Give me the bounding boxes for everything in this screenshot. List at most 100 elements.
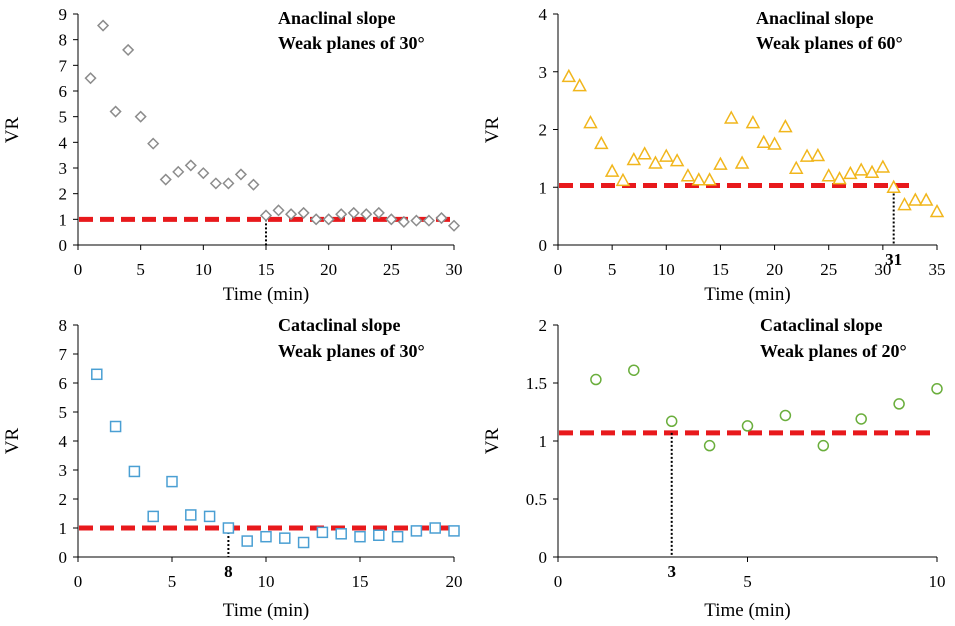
y-tick-label: 7 <box>59 345 68 364</box>
x-tick-label: 10 <box>929 572 946 591</box>
x-tick-label: 35 <box>929 260 946 279</box>
data-point <box>360 208 373 221</box>
data-point <box>372 206 385 219</box>
y-tick-label: 3 <box>539 63 548 82</box>
x-tick-label: 5 <box>608 260 617 279</box>
data-point <box>260 530 272 543</box>
data-point <box>590 373 602 386</box>
data-point <box>817 439 830 452</box>
data-point <box>185 509 197 521</box>
x-tick-label: 30 <box>874 260 891 279</box>
data-point <box>422 214 435 227</box>
data-point <box>297 536 310 549</box>
data-point <box>853 162 869 176</box>
x-tick-label: 0 <box>74 260 83 279</box>
chart-panel-1: 0 1 2 3 4 5 6 7 8 9 0 5 10 15 20 25 30 Time (min) VR Anacli… <box>2 5 463 305</box>
x-tick-label: 5 <box>743 572 752 591</box>
data-point <box>97 19 110 32</box>
x-tick-label: 0 <box>554 572 563 591</box>
y-tick-label: 3 <box>59 461 68 480</box>
data-point <box>855 413 867 425</box>
data-point <box>391 530 404 543</box>
data-point <box>756 134 772 148</box>
data-point <box>147 510 159 523</box>
x-tick-label: 0 <box>554 260 563 279</box>
y-tick-label: 4 <box>59 133 68 152</box>
data-point <box>615 172 631 187</box>
data-point <box>821 168 836 182</box>
data-point <box>864 164 880 178</box>
y-tick-label: 2 <box>539 121 548 140</box>
y-tick-label: 0 <box>539 548 548 567</box>
x-tick-label: 25 <box>383 260 400 279</box>
data-point <box>222 522 235 534</box>
y-axis-label: VR <box>2 427 23 454</box>
data-point <box>134 110 147 123</box>
data-point <box>779 409 792 422</box>
y-tick-label: 9 <box>59 5 68 24</box>
chart-title: Cataclinal slope <box>760 315 883 335</box>
data-point <box>203 510 216 523</box>
data-point <box>373 529 385 541</box>
data-point <box>659 148 674 162</box>
y-tick-label: 1.5 <box>526 374 547 393</box>
data-point <box>259 209 273 222</box>
chart-subtitle: Weak planes of 30° <box>278 33 425 53</box>
x-axis-label: Time (min) <box>223 600 309 621</box>
data-point <box>272 204 285 217</box>
data-point <box>788 160 804 174</box>
data-point <box>109 420 122 433</box>
data-point <box>669 153 685 167</box>
data-point <box>310 213 323 226</box>
data-point <box>628 364 640 376</box>
y-tick-label: 2 <box>59 490 68 509</box>
y-axis-label: VR <box>482 427 503 454</box>
y-tick-label: 6 <box>59 82 68 101</box>
marker-label: 3 <box>667 562 676 581</box>
data-point <box>875 159 891 173</box>
y-tick-label: 8 <box>59 316 68 335</box>
chart-title: Cataclinal slope <box>278 315 401 335</box>
data-point <box>159 173 172 186</box>
data-point <box>354 530 366 543</box>
y-tick-label: 2 <box>59 185 68 204</box>
y-tick-label: 1 <box>59 519 68 538</box>
x-tick-label: 5 <box>136 260 145 279</box>
data-point <box>832 171 847 185</box>
data-point <box>897 197 912 211</box>
x-axis-label: Time (min) <box>704 284 790 305</box>
data-point <box>604 163 620 177</box>
data-point <box>285 208 298 221</box>
chart-panel-2: 0 1 2 3 4 0 5 10 15 20 25 30 35 Time (min) VR Anaclinal… <box>482 5 946 305</box>
x-tick-label: 0 <box>74 572 83 591</box>
data-point <box>799 148 815 162</box>
data-point <box>247 178 260 191</box>
x-tick-label: 15 <box>258 260 275 279</box>
data-point <box>84 72 97 85</box>
data-point <box>122 43 135 56</box>
x-axis-label: Time (min) <box>704 600 790 621</box>
data-point <box>297 206 310 219</box>
x-tick-label: 20 <box>446 572 463 591</box>
data-point <box>241 535 253 547</box>
x-tick-label: 10 <box>195 260 212 279</box>
chart-title: Anaclinal slope <box>278 8 396 28</box>
y-tick-label: 0.5 <box>526 490 547 509</box>
data-point <box>447 219 461 232</box>
data-point <box>209 177 222 190</box>
data-point <box>908 192 923 206</box>
data-point <box>91 368 103 381</box>
data-point <box>665 415 678 428</box>
data-point <box>626 151 642 166</box>
data-point <box>713 156 728 170</box>
data-point <box>745 115 761 129</box>
data-point <box>929 203 945 218</box>
y-tick-label: 2 <box>539 316 548 335</box>
data-point <box>810 147 826 162</box>
y-tick-label: 1 <box>539 432 548 451</box>
data-point <box>843 165 858 180</box>
data-point <box>197 167 210 180</box>
data-point <box>429 522 441 534</box>
x-tick-label: 15 <box>352 572 369 591</box>
marker-label: 8 <box>224 562 233 581</box>
